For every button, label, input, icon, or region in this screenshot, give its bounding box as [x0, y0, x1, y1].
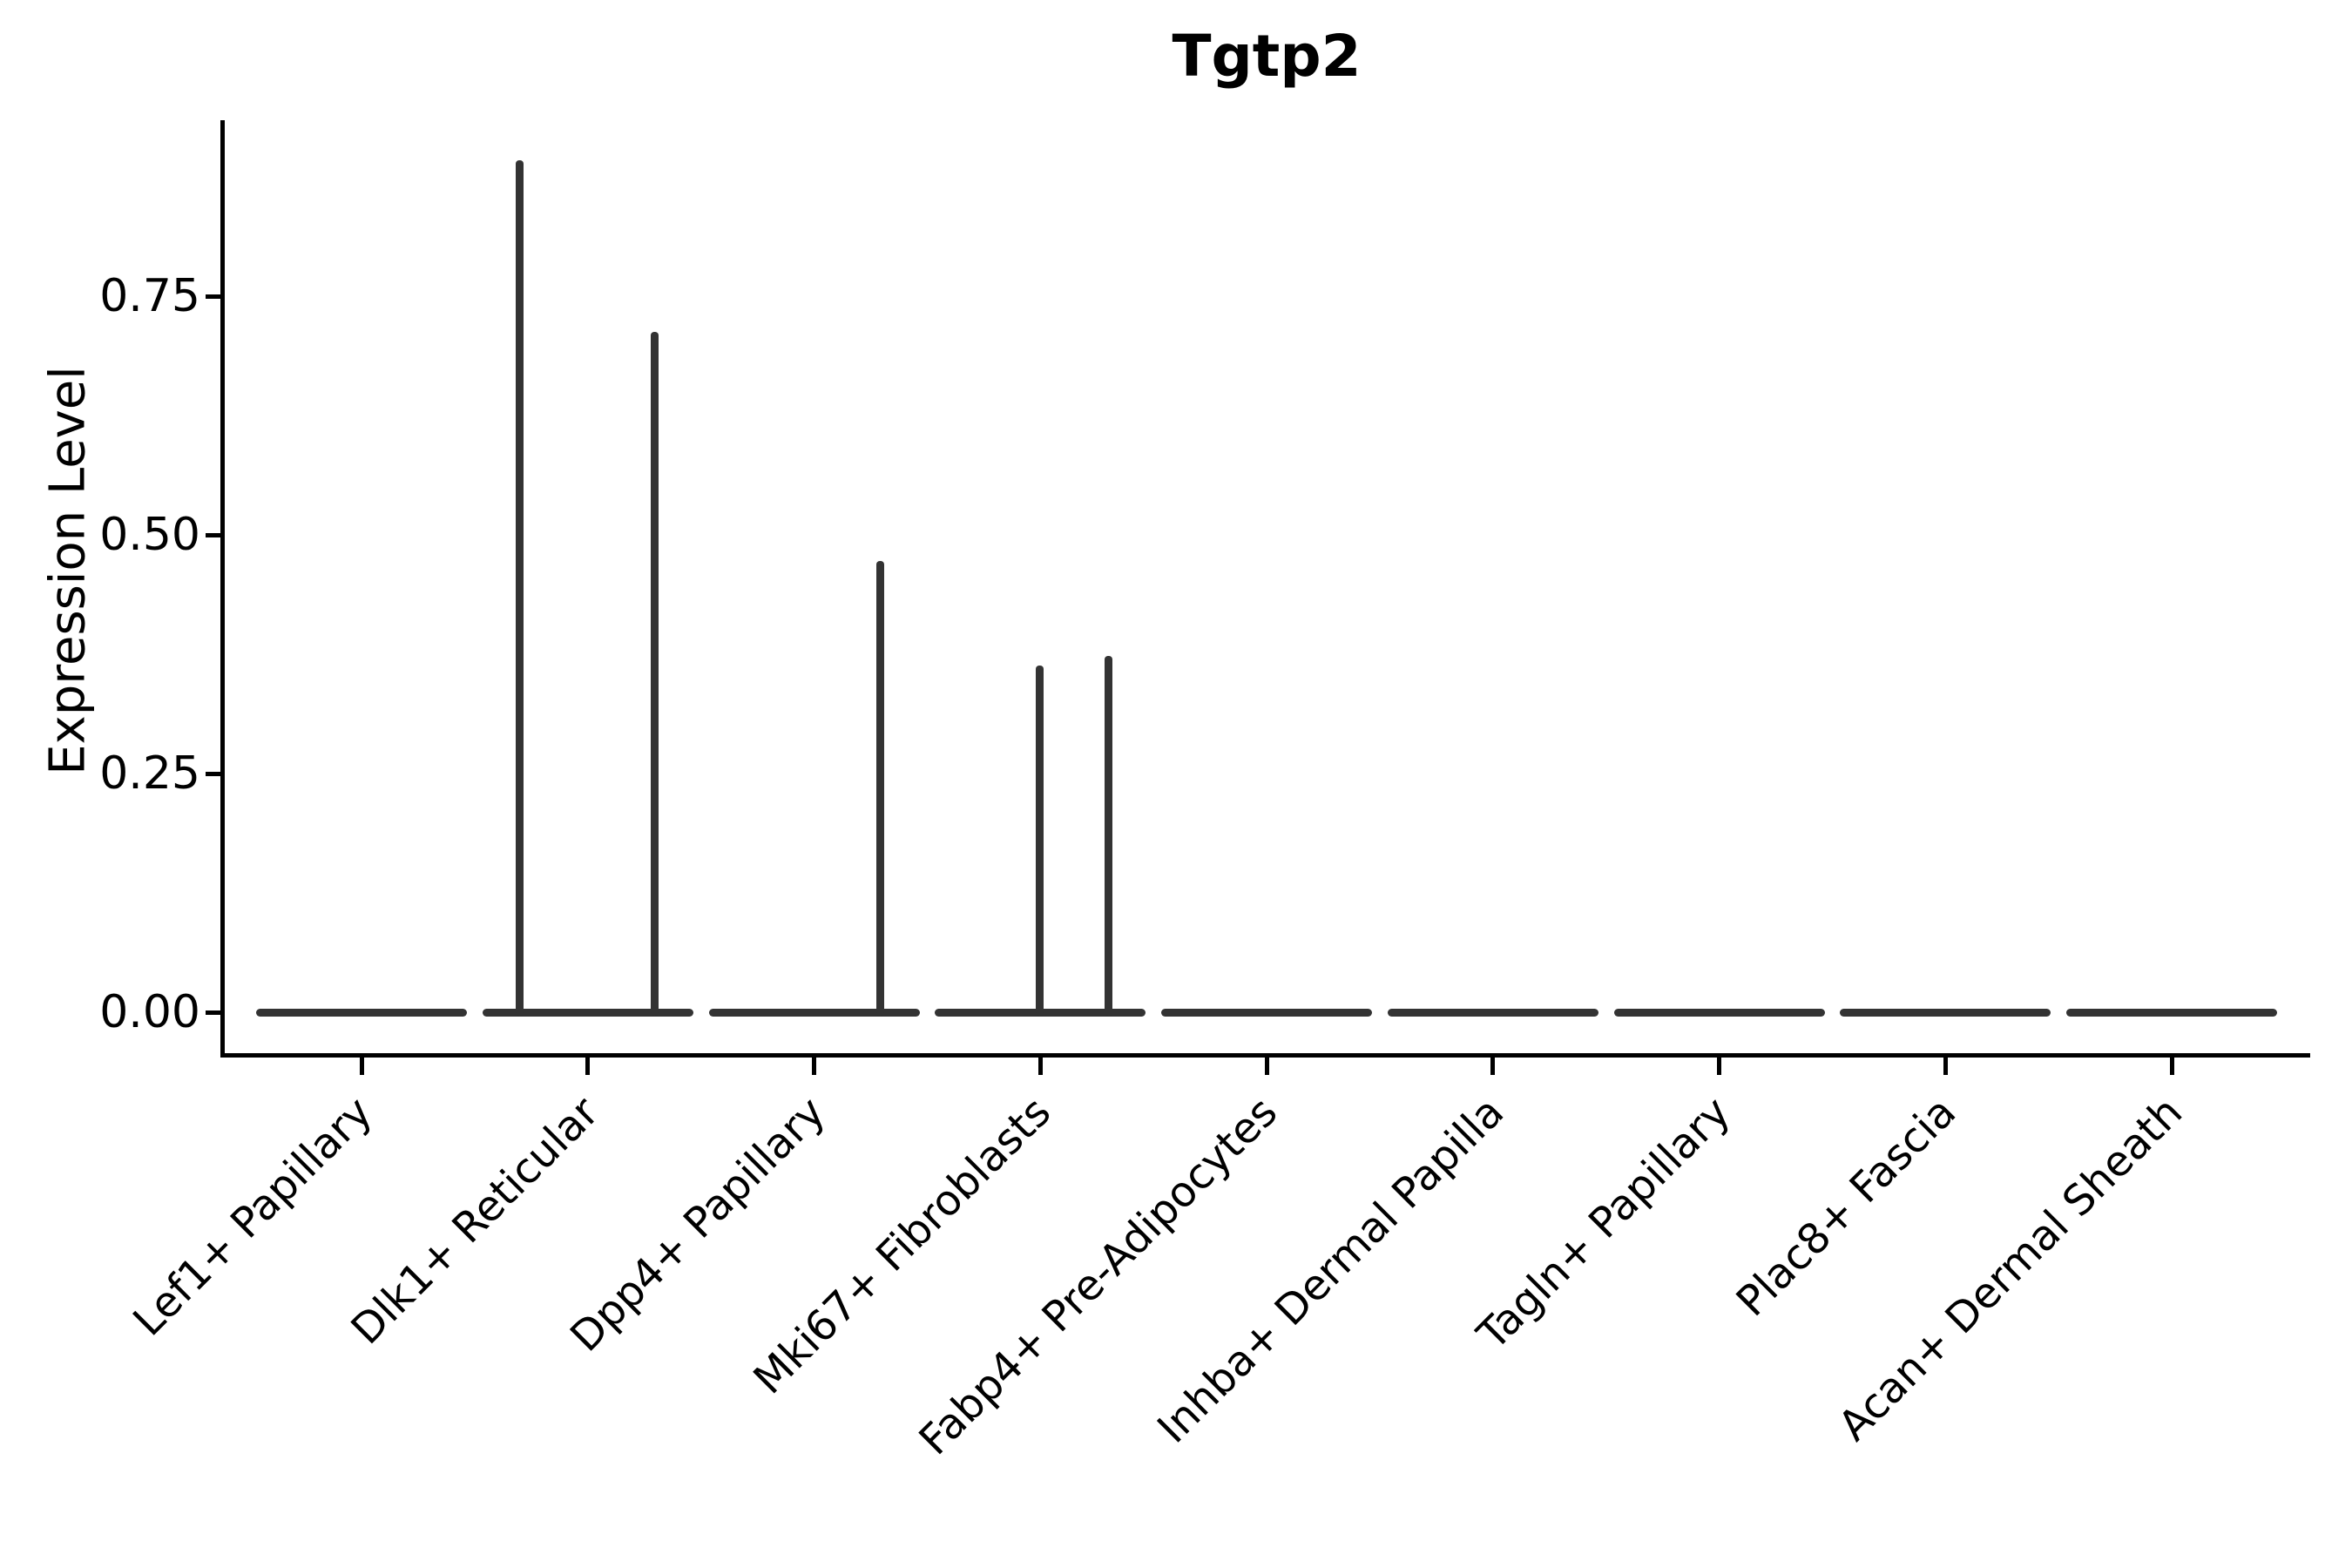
x-tick-mark — [585, 1058, 591, 1075]
x-tick-label: Plac8+ Fascia — [1727, 1087, 1966, 1327]
y-tick-mark — [206, 1010, 222, 1015]
x-tick-mark — [1490, 1058, 1496, 1075]
violin-baseline — [708, 1008, 920, 1017]
x-tick-label: Inhba+ Dermal Papilla — [1147, 1087, 1513, 1453]
y-axis-label: Expression Level — [39, 366, 97, 775]
x-tick-label: Fabp4+ Pre-Adipocytes — [909, 1087, 1288, 1465]
x-axis-spine — [220, 1053, 2310, 1058]
x-tick-label: Dlk1+ Reticular — [341, 1087, 608, 1355]
violin-spike — [876, 560, 885, 1017]
x-tick-mark — [2169, 1058, 2174, 1075]
violin-spike — [1035, 666, 1044, 1017]
y-tick-mark — [206, 532, 222, 537]
violin-baseline — [482, 1008, 693, 1017]
y-tick-label: 0.50 — [99, 509, 200, 561]
x-tick-label: Dpp4+ Papillary — [560, 1087, 835, 1362]
violin-baseline — [256, 1008, 467, 1017]
x-tick-mark — [1943, 1058, 1948, 1075]
violin-spike — [1104, 656, 1112, 1017]
y-tick-mark — [206, 294, 222, 299]
x-tick-mark — [359, 1058, 364, 1075]
violin-baseline — [1840, 1008, 2051, 1017]
x-tick-mark — [1037, 1058, 1043, 1075]
violin-spike — [651, 331, 659, 1017]
y-tick-mark — [206, 771, 222, 776]
y-tick-label: 0.00 — [99, 986, 200, 1038]
violin-baseline — [1161, 1008, 1372, 1017]
x-tick-mark — [812, 1058, 816, 1075]
x-tick-mark — [1717, 1058, 1721, 1075]
y-axis-spine — [220, 120, 225, 1058]
x-tick-label: Acan+ Dermal Sheath — [1828, 1087, 2193, 1451]
violin-spike — [516, 159, 524, 1017]
plot-title: Tgtp2 — [1172, 23, 1362, 90]
y-tick-label: 0.75 — [99, 270, 200, 322]
x-tick-label: Mki67+ Fibroblasts — [744, 1087, 1061, 1404]
violin-baseline — [2066, 1008, 2277, 1017]
x-tick-label: Tagln+ Papillary — [1468, 1087, 1740, 1360]
violin-baseline — [1387, 1008, 1598, 1017]
violin-baseline — [1613, 1008, 1825, 1017]
y-tick-label: 0.25 — [99, 747, 200, 800]
x-tick-mark — [1264, 1058, 1269, 1075]
